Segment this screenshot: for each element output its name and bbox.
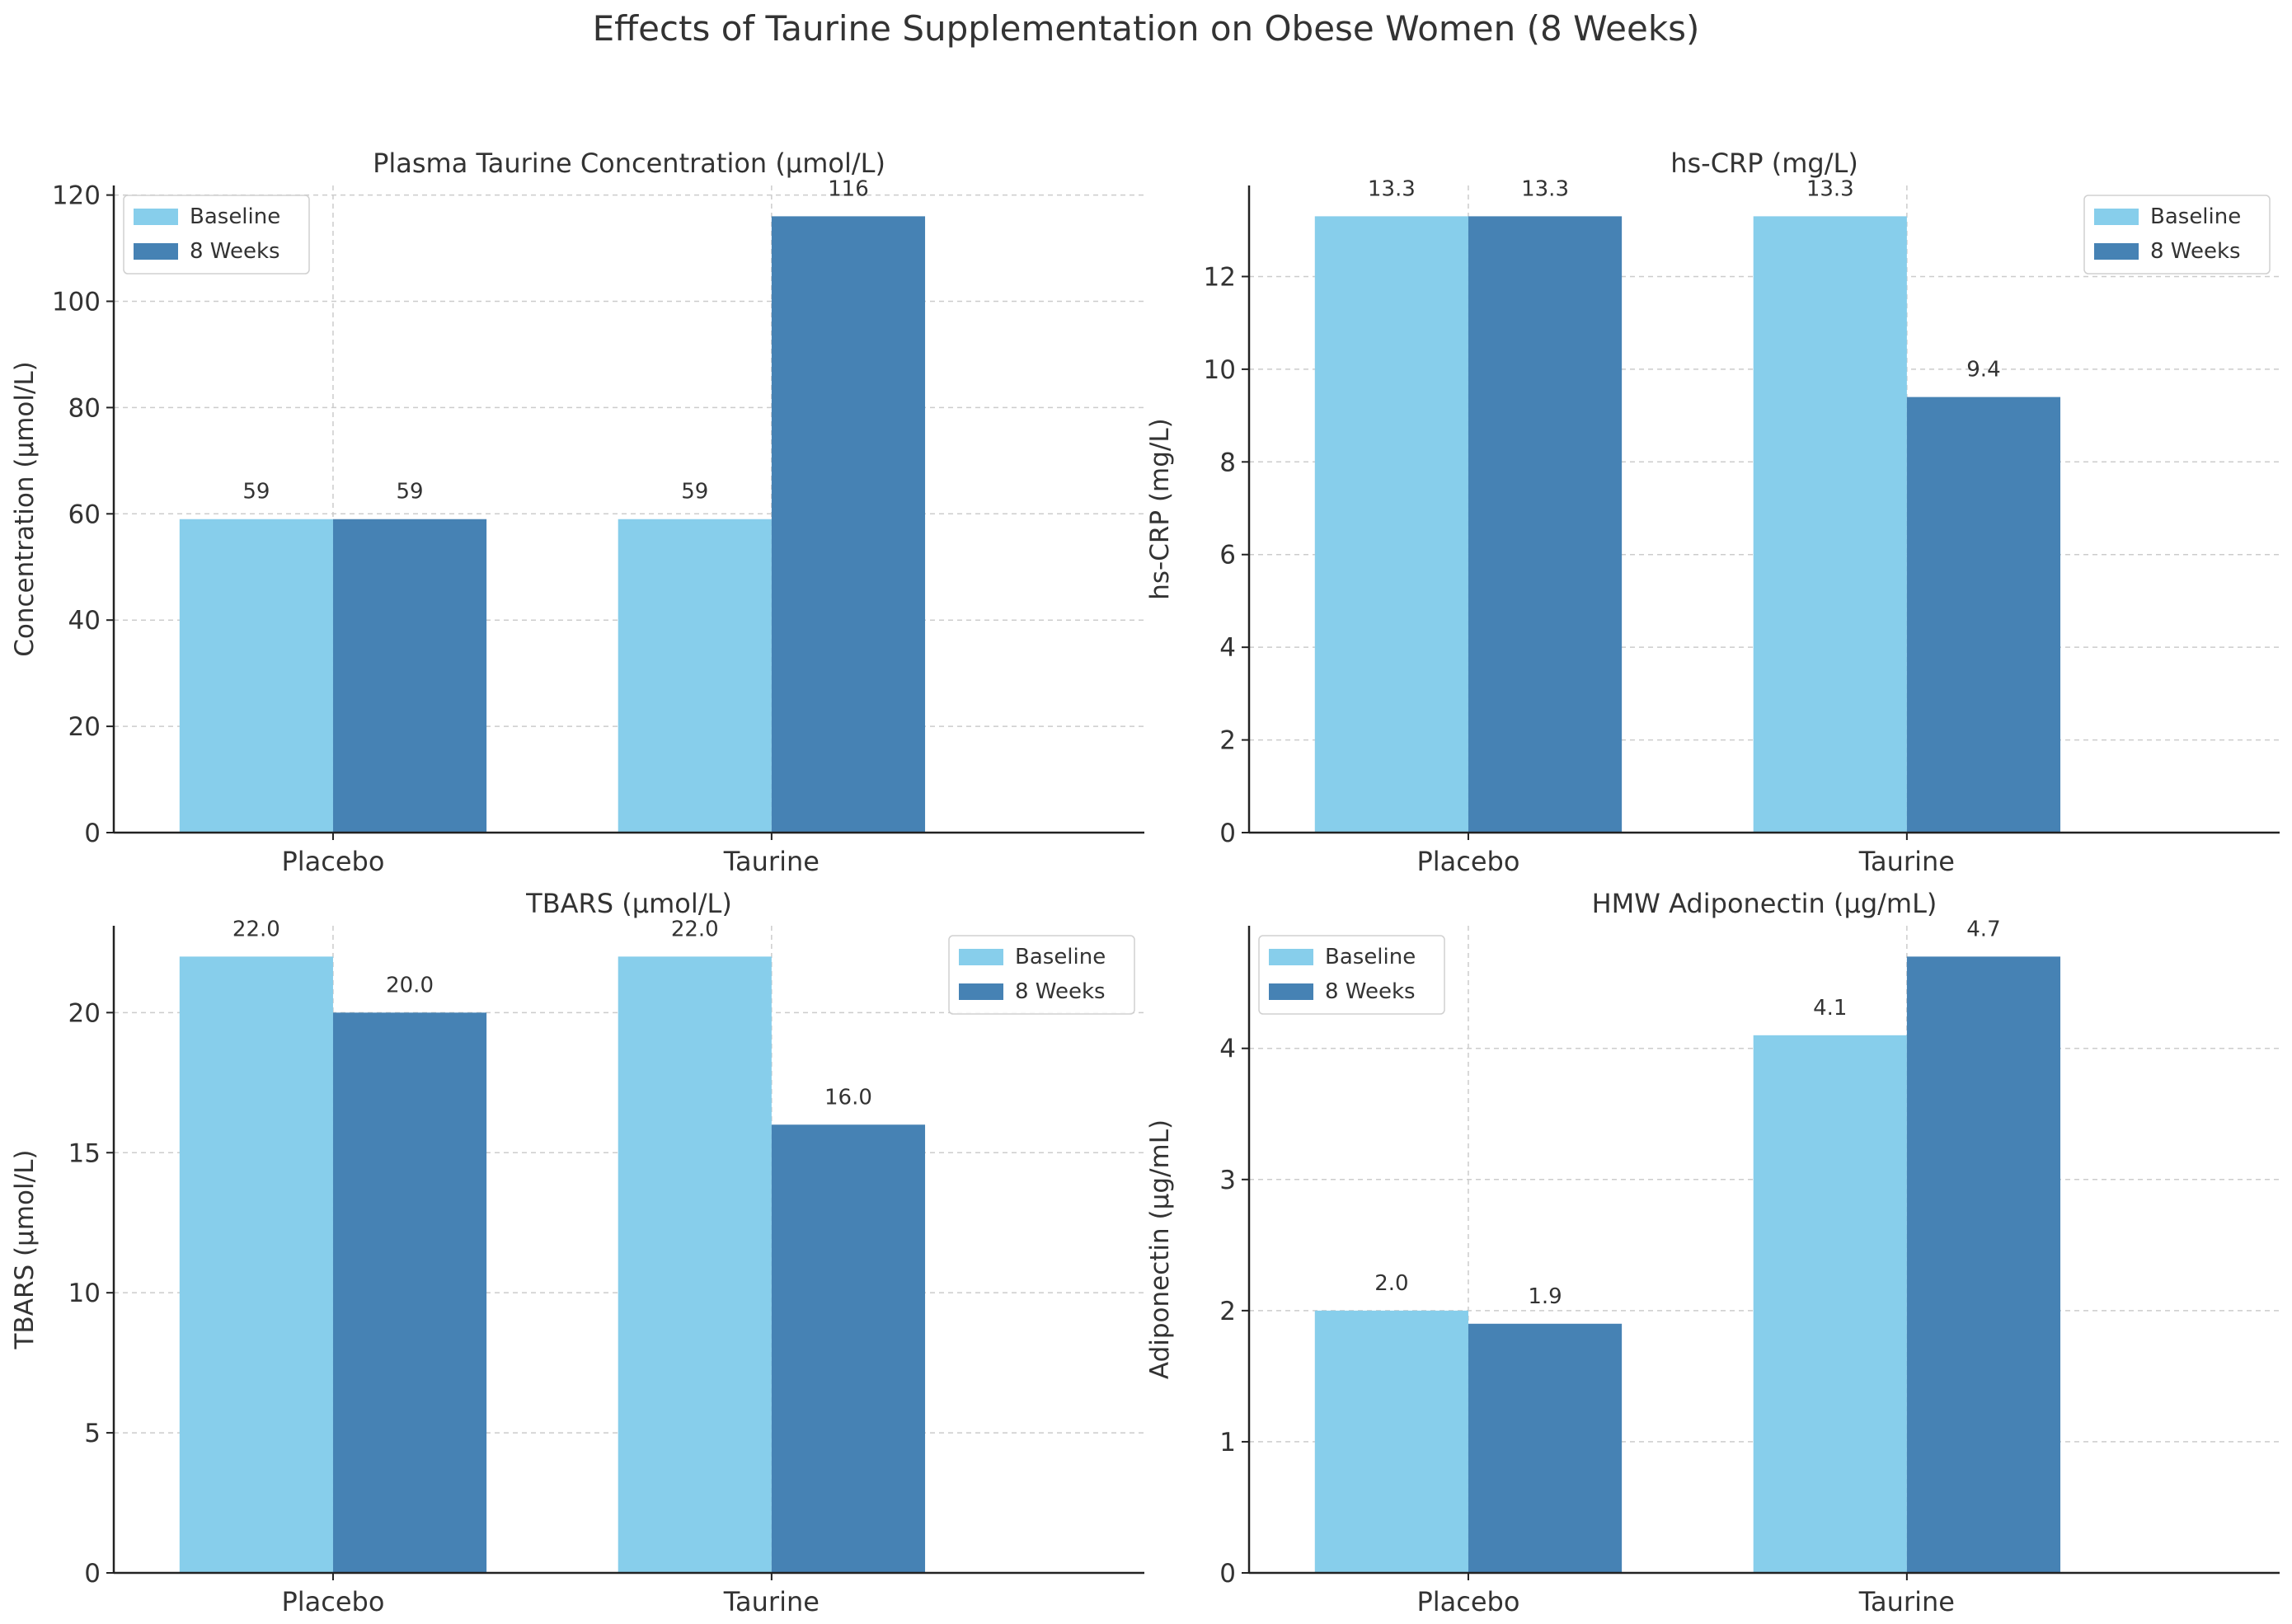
y-tick-label: 8	[1219, 448, 1236, 477]
y-tick-label: 5	[84, 1419, 101, 1448]
bar-baseline-placebo	[1314, 1310, 1468, 1573]
data-label: 13.3	[1368, 176, 1416, 201]
subplot-title: HMW Adiponectin (μg/mL)	[1592, 888, 1937, 919]
y-tick-label: 3	[1219, 1166, 1236, 1195]
subplot-title: hs-CRP (mg/L)	[1670, 148, 1858, 179]
y-axis-label: Adiponectin (μg/mL)	[1145, 1119, 1175, 1379]
legend-swatch-baseline	[1269, 949, 1313, 965]
subplot-3: 22.0 22.0 20.0 16.0 0 5 10 15 20 Placebo Taurine TB…	[10, 888, 1144, 1617]
x-tick-label: Placebo	[1416, 1586, 1519, 1617]
bar-8-weeks-placebo	[1468, 216, 1623, 833]
y-tick-label: 6	[1219, 541, 1236, 570]
y-axis-label: hs-CRP (mg/L)	[1145, 418, 1175, 600]
y-tick-label: 60	[68, 500, 101, 529]
y-tick-label: 0	[84, 819, 101, 848]
data-label: 9.4	[1966, 358, 2000, 383]
y-tick-label: 4	[1219, 1035, 1236, 1064]
x-tick-label: Placebo	[1416, 846, 1519, 877]
legend-swatch-baseline	[134, 209, 178, 225]
legend-label-baseline: Baseline	[1015, 945, 1106, 969]
legend-label-baseline: Baseline	[2150, 204, 2241, 229]
data-label: 4.7	[1966, 917, 2000, 941]
legend-label-baseline: Baseline	[1325, 945, 1416, 969]
data-label: 59	[681, 480, 708, 505]
y-axis-label: Concentration (μmol/L)	[10, 361, 40, 657]
y-tick-label: 4	[1219, 633, 1236, 663]
x-tick-label: Taurine	[1858, 846, 1955, 877]
legend-label-8-weeks: 8 Weeks	[2150, 239, 2241, 264]
y-tick-label: 20	[68, 998, 101, 1028]
bar-8-weeks-placebo	[1468, 1323, 1623, 1573]
y-tick-label: 0	[84, 1559, 101, 1589]
data-label: 16.0	[824, 1085, 872, 1110]
legend-swatch-baseline	[959, 949, 1003, 965]
x-tick-label: Taurine	[1858, 1586, 1955, 1617]
bar-8-weeks-taurine	[1906, 956, 2061, 1573]
subplot-title: Plasma Taurine Concentration (μmol/L)	[373, 148, 885, 179]
bar-baseline-placebo	[179, 519, 333, 833]
data-label: 4.1	[1813, 996, 1847, 1021]
subplot-1: 59 59 59 116 0 20 40 60 80 100 120 Placebo Taurine Pl…	[10, 148, 1144, 877]
data-label: 59	[396, 480, 423, 505]
legend-swatch-8-weeks	[959, 983, 1003, 1000]
x-tick-label: Taurine	[723, 1586, 820, 1617]
bar-8-weeks-taurine	[1906, 397, 2061, 833]
legend-label-8-weeks: 8 Weeks	[1325, 979, 1416, 1004]
x-tick-label: Placebo	[281, 1586, 384, 1617]
data-label: 59	[242, 480, 270, 505]
data-label: 1.9	[1528, 1284, 1562, 1309]
subplot-2: 13.3 13.3 13.3 9.4 0 2 4 6 8 10 12 Placebo Taurine hs…	[1145, 148, 2280, 877]
bar-8-weeks-placebo	[332, 1012, 487, 1573]
legend-label-8-weeks: 8 Weeks	[1015, 979, 1106, 1004]
bar-8-weeks-taurine	[771, 1124, 926, 1573]
legend-swatch-8-weeks	[134, 243, 178, 260]
y-tick-label: 40	[68, 606, 101, 636]
bar-baseline-placebo	[179, 956, 333, 1573]
y-tick-label: 10	[68, 1279, 101, 1308]
bar-baseline-taurine	[618, 519, 772, 833]
legend: Baseline 8 Weeks	[123, 195, 310, 275]
data-label: 2.0	[1374, 1271, 1408, 1296]
data-label: 13.3	[1521, 176, 1569, 201]
y-tick-label: 10	[1204, 355, 1236, 385]
data-label: 116	[828, 176, 869, 201]
bar-baseline-taurine	[1753, 216, 1907, 833]
legend-label-baseline: Baseline	[190, 204, 280, 229]
legend-label-8-weeks: 8 Weeks	[190, 239, 280, 264]
data-label: 13.3	[1806, 176, 1854, 201]
legend-swatch-8-weeks	[1269, 983, 1313, 1000]
y-tick-label: 2	[1219, 1297, 1236, 1326]
y-tick-label: 20	[68, 712, 101, 742]
bar-baseline-placebo	[1314, 216, 1468, 833]
x-tick-label: Placebo	[281, 846, 384, 877]
bar-8-weeks-taurine	[771, 216, 926, 833]
y-tick-label: 15	[68, 1138, 101, 1168]
legend: Baseline 8 Weeks	[1258, 935, 1445, 1015]
bar-baseline-taurine	[1753, 1035, 1907, 1573]
bar-baseline-taurine	[618, 956, 772, 1573]
bar-8-weeks-placebo	[332, 519, 487, 833]
y-tick-label: 12	[1204, 262, 1236, 292]
data-label: 20.0	[386, 973, 434, 997]
legend: Baseline 8 Weeks	[2083, 195, 2271, 275]
y-tick-label: 100	[52, 288, 101, 317]
subplot-title: TBARS (μmol/L)	[525, 888, 732, 919]
y-axis-label: TBARS (μmol/L)	[10, 1150, 40, 1350]
subplot-4: 2.0 4.1 1.9 4.7 0 1 2 3 4 Placebo Taurine HMW Adipo…	[1145, 888, 2280, 1617]
y-tick-label: 1	[1219, 1428, 1236, 1457]
data-label: 22.0	[671, 917, 719, 941]
legend-swatch-8-weeks	[2094, 243, 2139, 260]
y-tick-label: 120	[52, 181, 101, 211]
x-tick-label: Taurine	[723, 846, 820, 877]
legend-swatch-baseline	[2094, 209, 2139, 225]
y-tick-label: 0	[1219, 819, 1236, 848]
figure-title: Effects of Taurine Supplementation on Ob…	[592, 8, 1700, 49]
data-label: 22.0	[232, 917, 280, 941]
legend: Baseline 8 Weeks	[948, 935, 1135, 1015]
y-tick-label: 80	[68, 393, 101, 423]
y-tick-label: 2	[1219, 726, 1236, 756]
y-tick-label: 0	[1219, 1559, 1236, 1589]
